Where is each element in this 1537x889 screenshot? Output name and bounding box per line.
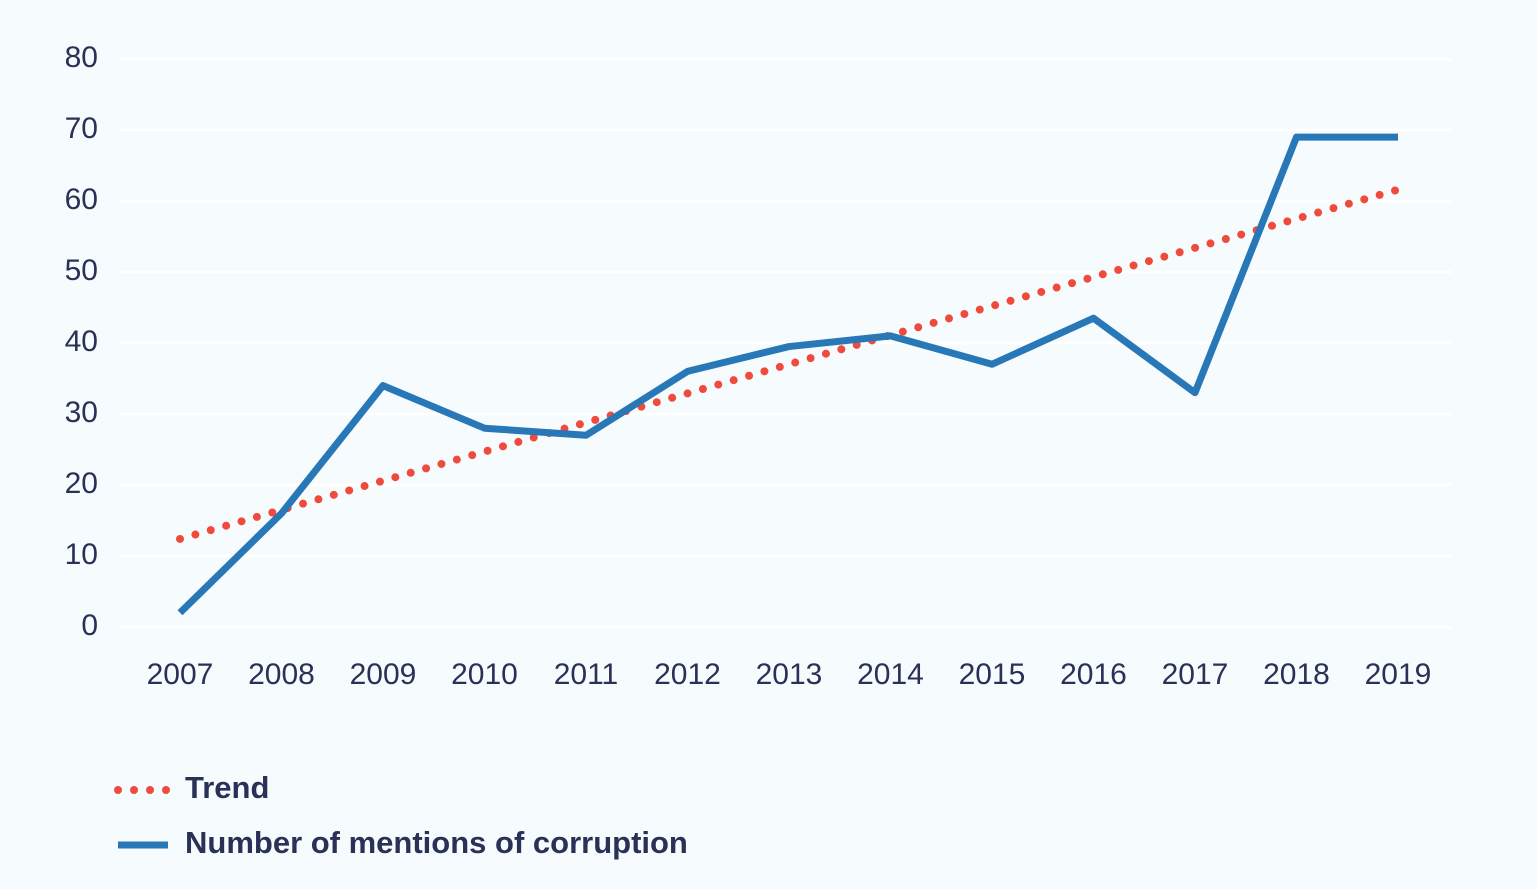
legend-label: Trend: [185, 770, 269, 805]
y-tick-label: 80: [65, 41, 98, 74]
x-tick-label: 2013: [756, 658, 823, 691]
x-tick-label: 2010: [451, 658, 518, 691]
x-tick-label: 2017: [1162, 658, 1229, 691]
y-tick-label: 10: [65, 538, 98, 571]
x-tick-label: 2012: [654, 658, 721, 691]
legend-label: Number of mentions of corruption: [185, 825, 688, 860]
y-tick-label: 50: [65, 254, 98, 287]
x-tick-label: 2015: [959, 658, 1026, 691]
series-line: [177, 133, 1398, 616]
y-tick-label: 30: [65, 396, 98, 429]
y-tick-label: 0: [81, 609, 98, 642]
y-tick-label: 20: [65, 467, 98, 500]
x-tick-label: 2008: [248, 658, 315, 691]
x-tick-label: 2016: [1060, 658, 1127, 691]
y-tick-label: 70: [65, 112, 98, 145]
x-tick-label: 2019: [1365, 658, 1432, 691]
y-tick-label: 40: [65, 325, 98, 358]
series-line: [176, 185, 1402, 543]
y-tick-label: 60: [65, 183, 98, 216]
x-tick-label: 2018: [1263, 658, 1330, 691]
x-tick-label: 2009: [350, 658, 417, 691]
x-tick-label: 2011: [554, 658, 619, 691]
x-tick-label: 2007: [147, 658, 214, 691]
x-tick-label: 2014: [857, 658, 924, 691]
